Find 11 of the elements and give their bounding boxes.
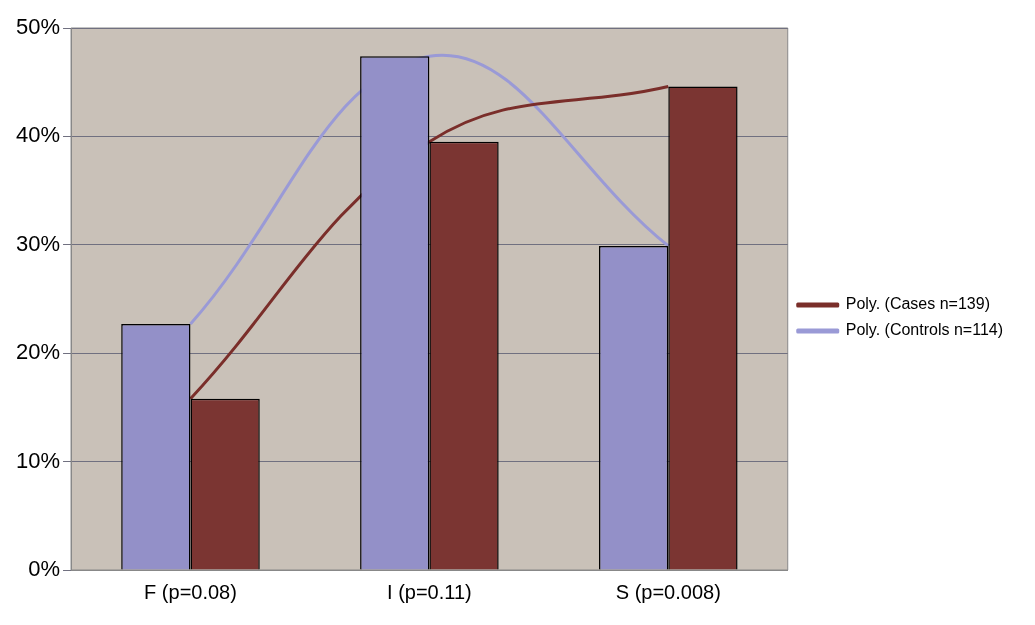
x-tick-label: F (p=0.08)	[144, 580, 237, 603]
legend-label: Poly. (Controls n=114)	[845, 321, 1004, 339]
y-tick-label: 10%	[15, 447, 61, 473]
x-tick-label: I (p=0.11)	[387, 580, 472, 603]
y-tick-label: 40%	[15, 122, 61, 148]
y-tick-label: 50%	[15, 14, 61, 40]
y-tick-label: 0%	[28, 556, 61, 582]
y-tick-label: 20%	[15, 339, 61, 365]
x-tick-label: S (p=0.008)	[615, 580, 721, 603]
legend-label: Poly. (Cases n=139)	[845, 295, 990, 313]
y-tick-label: 30%	[15, 230, 61, 256]
